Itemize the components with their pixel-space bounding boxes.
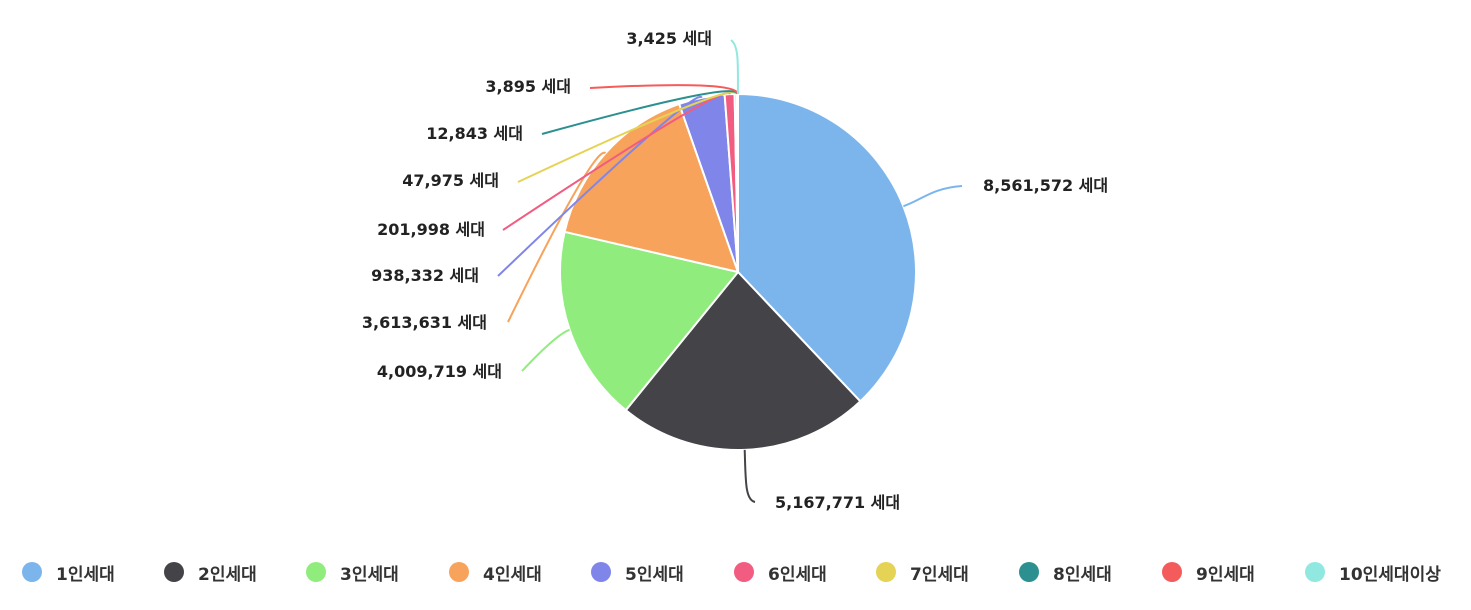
legend-label-5: 5인세대	[625, 564, 684, 585]
legend-item-3[interactable]: 3인세대	[306, 556, 399, 588]
legend-swatch-8	[1019, 562, 1039, 582]
legend-item-4[interactable]: 4인세대	[449, 556, 542, 588]
legend-label-8: 8인세대	[1053, 564, 1112, 585]
legend-item-7[interactable]: 7인세대	[876, 556, 969, 588]
data-label-9: 3,895 세대	[485, 77, 571, 96]
label-connector-1	[903, 185, 963, 208]
pie-slice-2[interactable]	[624, 271, 862, 451]
data-label-1: 8,561,572 세대	[983, 176, 1108, 195]
data-label-5: 938,332 세대	[371, 266, 479, 285]
legend-label-10: 10인세대이상	[1339, 564, 1441, 585]
pie-slice-1[interactable]	[737, 93, 917, 403]
legend-label-6: 6인세대	[768, 564, 827, 585]
legend-label-9: 9인세대	[1196, 564, 1255, 585]
legend-swatch-6	[734, 562, 754, 582]
legend-item-1[interactable]: 1인세대	[22, 556, 115, 588]
legend-item-10[interactable]: 10인세대이상	[1305, 556, 1441, 588]
pie-slice-4[interactable]	[563, 102, 739, 273]
legend-swatch-3	[306, 562, 326, 582]
legend-label-2: 2인세대	[198, 564, 257, 585]
label-connector-9	[589, 84, 739, 95]
legend-swatch-2	[164, 562, 184, 582]
legend-label-7: 7인세대	[910, 564, 969, 585]
legend-item-8[interactable]: 8인세대	[1019, 556, 1112, 588]
legend-label-4: 4인세대	[483, 564, 542, 585]
legend-item-5[interactable]: 5인세대	[591, 556, 684, 588]
data-label-7: 47,975 세대	[402, 171, 499, 190]
legend-item-9[interactable]: 9인세대	[1162, 556, 1255, 588]
legend-swatch-5	[591, 562, 611, 582]
data-label-10: 3,425 세대	[626, 29, 712, 48]
data-label-2: 5,167,771 세대	[775, 493, 900, 512]
label-connector-7	[517, 91, 737, 183]
legend-label-3: 3인세대	[340, 564, 399, 585]
legend: 1인세대 2인세대 3인세대 4인세대 5인세대 6인세대 7인세대 8인세대 9인세대 10인세…	[0, 556, 1471, 588]
label-connectors	[497, 39, 963, 503]
label-connector-10	[730, 39, 739, 95]
pie-chart-svg: 8,561,572 세대 5,167,771 세대 4,009,719 세대 3,61…	[362, 29, 1108, 512]
label-connector-3	[521, 328, 571, 372]
label-connector-2	[743, 449, 756, 503]
data-label-8: 12,843 세대	[426, 124, 523, 143]
legend-label-1: 1인세대	[56, 564, 115, 585]
legend-swatch-4	[449, 562, 469, 582]
label-connector-4	[507, 151, 607, 323]
pie-chart: 8,561,572 세대 5,167,771 세대 4,009,719 세대 3,61…	[362, 29, 1108, 512]
legend-item-2[interactable]: 2인세대	[164, 556, 257, 588]
legend-swatch-10	[1305, 562, 1325, 582]
legend-swatch-7	[876, 562, 896, 582]
legend-item-6[interactable]: 6인세대	[734, 556, 827, 588]
legend-swatch-1	[22, 562, 42, 582]
data-label-4: 3,613,631 세대	[362, 313, 487, 332]
data-label-3: 4,009,719 세대	[377, 362, 502, 381]
legend-swatch-9	[1162, 562, 1182, 582]
data-labels: 8,561,572 세대 5,167,771 세대 4,009,719 세대 3,61…	[362, 29, 1108, 512]
label-connector-8	[541, 90, 739, 135]
data-label-6: 201,998 세대	[377, 220, 485, 239]
pie-slices	[559, 93, 917, 451]
